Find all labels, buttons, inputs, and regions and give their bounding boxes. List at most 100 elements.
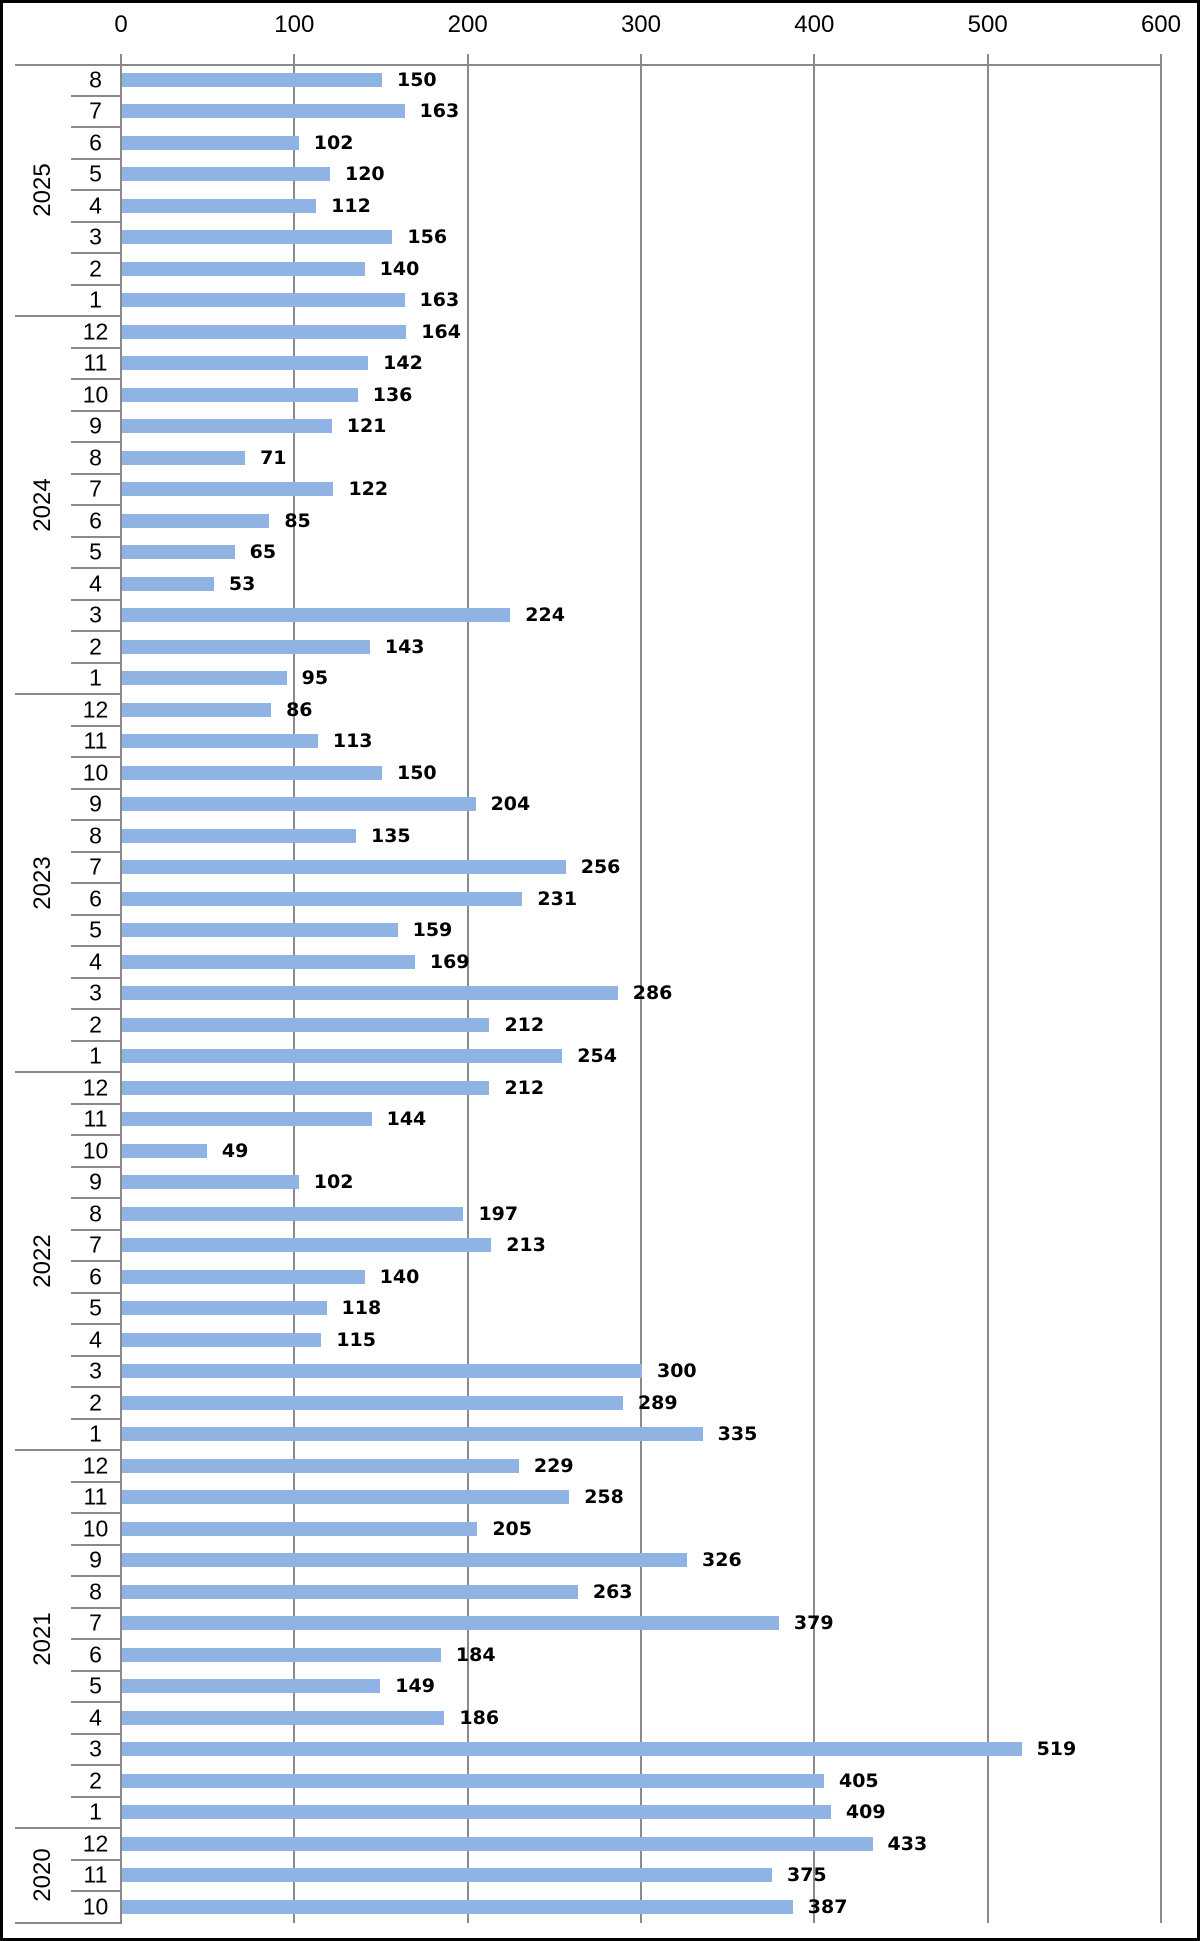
- bar: [122, 1710, 445, 1725]
- bar: [122, 828, 356, 843]
- month-separator: [71, 252, 122, 254]
- value-label: 186: [459, 1706, 500, 1729]
- bar: [122, 387, 358, 402]
- month-label: 3: [89, 979, 102, 1006]
- value-label: 149: [395, 1675, 435, 1698]
- month-separator: [71, 1858, 122, 1861]
- month-separator: [71, 882, 122, 884]
- month-label: 4: [89, 1704, 102, 1731]
- month-label: 10: [82, 1137, 109, 1164]
- month-label: 1: [89, 1798, 102, 1825]
- value-axis-tick: [986, 54, 989, 64]
- month-label: 3: [89, 601, 102, 628]
- month-separator: [71, 1165, 122, 1168]
- bar: [122, 891, 523, 906]
- month-label: 8: [89, 1578, 102, 1605]
- value-label: 142: [383, 352, 423, 375]
- month-separator: [71, 220, 122, 223]
- value-axis-tick: [1159, 54, 1162, 64]
- month-label: 11: [83, 1105, 108, 1132]
- month-separator: [71, 1701, 122, 1703]
- month-label: 6: [89, 507, 102, 534]
- bar: [122, 1301, 327, 1316]
- month-label: 6: [89, 885, 102, 912]
- gridline: [813, 64, 816, 1923]
- month-separator: [71, 976, 122, 979]
- value-axis-label: 100: [274, 11, 315, 38]
- value-label: 150: [396, 68, 437, 91]
- month-separator: [71, 1638, 122, 1640]
- bar: [122, 702, 272, 717]
- month-label: 8: [89, 822, 102, 849]
- gridline: [986, 64, 989, 1923]
- value-label: 71: [260, 446, 287, 469]
- month-label: 10: [82, 1515, 109, 1542]
- month-separator: [71, 1669, 122, 1672]
- value-label: 335: [717, 1423, 758, 1446]
- bar: [122, 608, 511, 623]
- value-label: 229: [533, 1454, 574, 1477]
- bar: [122, 1490, 570, 1505]
- month-label: 6: [89, 1641, 102, 1668]
- value-label: 231: [537, 887, 578, 910]
- value-label: 387: [807, 1895, 848, 1918]
- bar: [122, 356, 369, 371]
- month-separator: [71, 1260, 122, 1262]
- month-separator: [71, 1323, 122, 1325]
- bar: [122, 135, 299, 150]
- bar: [122, 1238, 492, 1253]
- bar: [122, 1364, 642, 1379]
- bar: [122, 1112, 372, 1127]
- bar: [122, 545, 235, 560]
- month-label: 10: [82, 759, 109, 786]
- bar: [122, 1049, 563, 1064]
- bar: [122, 167, 330, 182]
- month-label: 1: [89, 286, 102, 313]
- bar: [122, 261, 365, 276]
- value-label: 140: [379, 257, 420, 280]
- month-label: 8: [89, 1200, 102, 1227]
- bar: [122, 72, 382, 87]
- month-separator: [71, 472, 122, 475]
- bar: [122, 1521, 478, 1536]
- month-separator: [71, 1480, 122, 1483]
- bar: [122, 1868, 772, 1883]
- value-axis-label: 300: [620, 11, 662, 38]
- month-label: 11: [83, 349, 108, 376]
- bar: [122, 765, 382, 780]
- bar: [122, 797, 476, 812]
- month-separator: [71, 126, 122, 128]
- value-label: 405: [838, 1769, 879, 1792]
- value-label: 164: [421, 320, 461, 343]
- value-label: 212: [504, 1076, 545, 1099]
- month-separator: [71, 1764, 122, 1766]
- bar: [122, 639, 370, 654]
- month-separator: [71, 378, 122, 380]
- month-label: 11: [83, 727, 108, 754]
- month-separator: [71, 1512, 122, 1514]
- month-separator: [71, 1197, 122, 1199]
- month-separator: [71, 819, 122, 821]
- value-label: 53: [228, 572, 256, 595]
- month-label: 3: [89, 1357, 102, 1384]
- month-label: 2: [89, 1767, 102, 1794]
- category-axis-line: [120, 64, 122, 1923]
- value-label: 286: [632, 982, 673, 1005]
- month-separator: [71, 1354, 122, 1357]
- value-label: 143: [384, 635, 425, 658]
- value-axis-label: 200: [447, 11, 488, 38]
- month-label: 4: [89, 570, 102, 597]
- bar: [122, 1805, 831, 1820]
- month-label: 3: [89, 223, 102, 250]
- month-separator: [71, 1134, 122, 1136]
- bar: [122, 1584, 578, 1599]
- bar: [122, 482, 334, 497]
- bar: [122, 576, 214, 591]
- value-label: 375: [786, 1864, 827, 1887]
- value-label: 120: [344, 163, 385, 186]
- month-separator: [71, 1543, 122, 1546]
- value-label: 118: [341, 1297, 382, 1320]
- month-label: 12: [82, 696, 109, 723]
- month-label: 12: [82, 1074, 109, 1101]
- month-separator: [71, 787, 122, 790]
